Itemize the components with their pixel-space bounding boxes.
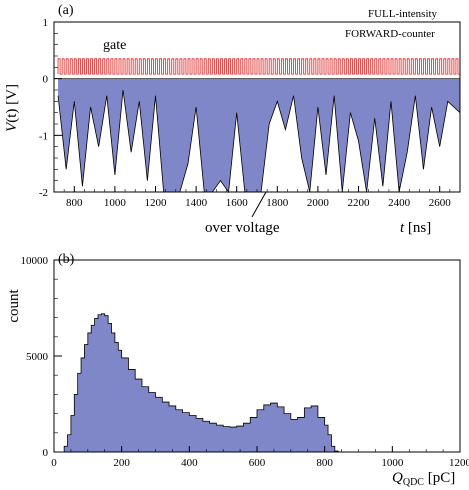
y-tick-label-a: 0	[43, 74, 49, 86]
y-tick-label-b: 5000	[26, 351, 49, 363]
panel-b-ylabel: count	[6, 289, 22, 323]
panel-b-axes: 0 200 400 600 800 1000 1200 0 5000 10000	[21, 255, 469, 469]
histogram	[63, 313, 342, 453]
y-tick-label-a: -2	[39, 187, 48, 199]
panel-b-xlabel: QQDC [pC]	[392, 470, 455, 488]
legend-line-1: FULL-intensity	[368, 8, 438, 20]
panel-a: (a) FULL-intensity FORWARD-counter gate …	[4, 3, 461, 236]
x-tick-label-b: 0	[51, 457, 57, 469]
gate-annotation: gate	[103, 38, 126, 53]
x-tick-label-b: 400	[181, 457, 198, 469]
x-tick-label-b: 1000	[381, 457, 404, 469]
x-tick-label-b: 800	[316, 457, 333, 469]
x-tick-label-b: 600	[249, 457, 266, 469]
x-tick-label-b: 200	[113, 457, 130, 469]
panel-a-axes: 800 1000 1200 1400 1600 1800 2000 2200 2400 2600 -…	[39, 17, 461, 209]
x-tick-label-a: 2000	[307, 197, 330, 209]
panel-a-label: (a)	[58, 3, 74, 18]
x-tick-label-a: 2600	[429, 197, 452, 209]
gate-signal	[57, 58, 460, 75]
x-tick-label-a: 1600	[226, 197, 249, 209]
y-tick-label-a: 1	[43, 17, 49, 29]
panel-a-plot-area	[54, 58, 461, 194]
x-tick-label-a: 1200	[145, 197, 168, 209]
y-tick-label-a: -1	[39, 130, 48, 142]
panel-b-plot-area	[63, 313, 342, 453]
x-tick-label-a: 1400	[185, 197, 208, 209]
over-voltage-pointer	[251, 191, 267, 218]
x-tick-label-a: 800	[66, 197, 83, 209]
x-tick-label-a: 2400	[388, 197, 411, 209]
panel-a-ylabel: V(t) [V]	[4, 84, 20, 132]
panel-a-xlabel: t [ns]	[400, 220, 431, 236]
x-tick-label-a: 1800	[266, 197, 289, 209]
y-tick-label-b: 0	[43, 447, 49, 459]
x-tick-label-a: 2200	[348, 197, 371, 209]
signal-fill	[58, 78, 461, 192]
x-tick-label-b: 1200	[449, 457, 469, 469]
legend-line-2: FORWARD-counter	[345, 28, 435, 40]
y-tick-label-b: 10000	[21, 255, 49, 267]
over-voltage-annotation: over voltage	[205, 220, 280, 236]
x-tick-label-a: 1000	[104, 197, 127, 209]
